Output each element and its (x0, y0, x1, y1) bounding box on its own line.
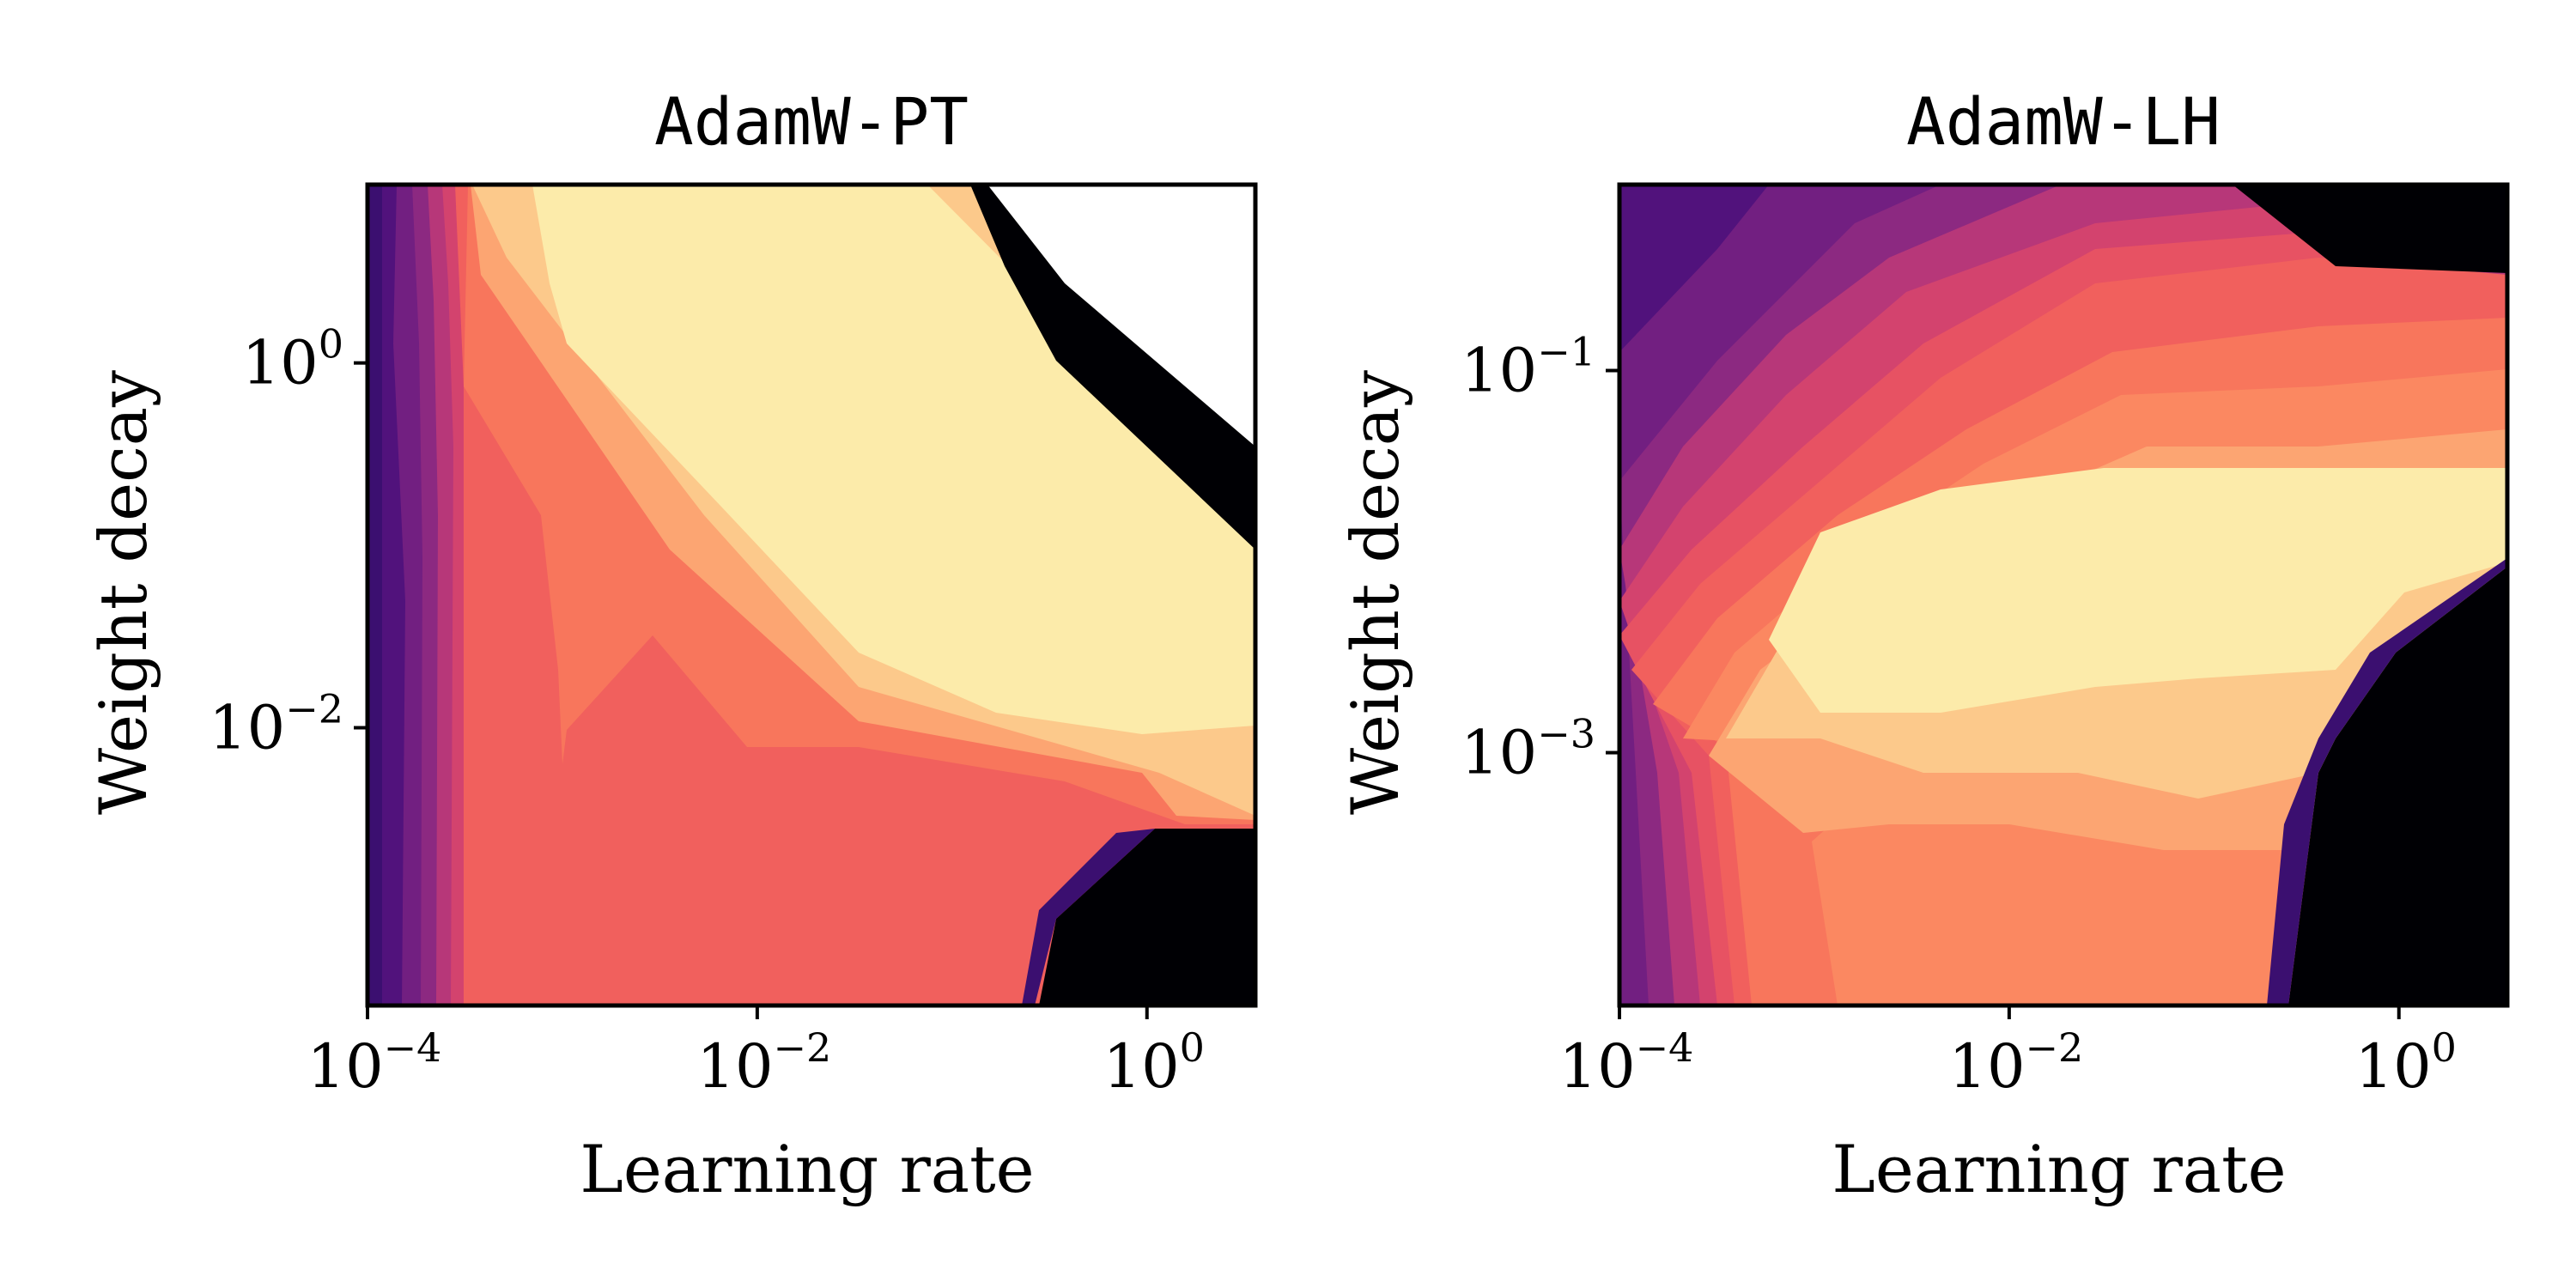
x-axis: 10−4 10−2 100 (307, 1005, 1205, 1102)
x-tick-label: 100 (2355, 1024, 2457, 1102)
diverged-region-bottom (2288, 567, 2507, 1005)
y-axis-label: Weight decay (1337, 370, 1413, 815)
panel-adamw-pt: AdamW-PT 10−4 10−2 100 100 10−2 Learning ra… (85, 83, 1258, 1207)
y-axis-label: Weight decay (85, 370, 161, 815)
y-tick-label: 100 (242, 321, 343, 398)
diverged-region-top (2233, 185, 2507, 273)
plot-frame (1617, 182, 2510, 1008)
contour-level-10 (532, 185, 1255, 734)
x-tick-label: 10−2 (1948, 1024, 2083, 1102)
x-tick-label: 10−4 (307, 1024, 442, 1102)
contour-level-11 (1769, 468, 2507, 713)
blank-region-top-right (987, 185, 1255, 447)
x-axis: 10−4 10−2 100 (1559, 1005, 2457, 1102)
y-tick-label: 10−1 (1461, 329, 1595, 406)
diverged-edge-bottom (1022, 829, 1155, 1005)
y-tick-label: 10−3 (1461, 711, 1595, 788)
y-axis: 10−1 10−3 (1461, 329, 1619, 788)
diverged-edge-bottom (2267, 558, 2507, 1005)
x-tick-label: 10−2 (696, 1024, 831, 1102)
y-tick-label: 10−2 (209, 686, 343, 763)
chart-title: AdamW-LH (1906, 83, 2221, 160)
chart-title: AdamW-PT (654, 83, 969, 160)
panel-adamw-lh: AdamW-LH 10−4 10−2 100 10−1 10−3 Learning r… (1337, 83, 2510, 1207)
diverged-region-bottom (1039, 829, 1255, 1005)
plot-frame (365, 182, 1258, 1008)
x-axis-label: Learning rate (580, 1131, 1034, 1207)
heatmap-body (368, 185, 1255, 1005)
x-tick-label: 10−4 (1559, 1024, 1694, 1102)
heatmap-body (1619, 185, 2507, 1005)
x-tick-label: 100 (1103, 1024, 1205, 1102)
y-axis: 100 10−2 (209, 321, 368, 763)
x-axis-label: Learning rate (1832, 1131, 2286, 1207)
